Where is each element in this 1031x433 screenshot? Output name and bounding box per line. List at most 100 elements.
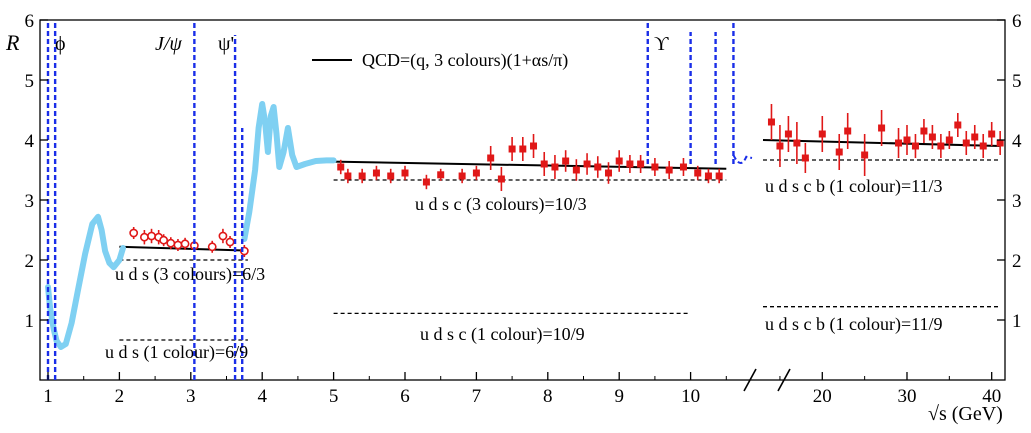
data-point-square: [665, 166, 673, 174]
y-tick-label-right: 5: [1012, 71, 1022, 92]
data-point-square: [572, 166, 580, 174]
data-point-square: [604, 169, 612, 177]
data-point-square: [818, 130, 826, 138]
data-point-circle: [207, 242, 217, 252]
data-point-square: [344, 172, 352, 180]
data-point-square: [508, 145, 516, 153]
x-tick-label: 30: [897, 386, 916, 407]
data-point-square: [844, 127, 852, 135]
data-point-square: [472, 169, 480, 177]
x-tick-label: 4: [257, 386, 267, 407]
data-point-square: [878, 124, 886, 132]
data-point-circle: [147, 231, 156, 241]
y-tick-label-left: 2: [25, 251, 35, 272]
data-point-circle: [180, 239, 190, 249]
x-axis-label: √s (GeV): [928, 403, 1003, 425]
x-tick-label: 6: [400, 386, 410, 407]
data-point-square: [835, 148, 843, 156]
data-point-square: [551, 163, 559, 171]
data-point-square: [928, 133, 936, 141]
data-point-square: [487, 154, 495, 162]
annotation-label: u d s c b (1 colour)=11/9: [765, 314, 942, 335]
data-point-square: [497, 175, 505, 183]
resonance-label: ψ': [218, 33, 234, 55]
y-tick-label-left: 3: [25, 191, 35, 212]
data-point-square: [945, 136, 953, 144]
annotation-label: u d s c (1 colour)=10/9: [420, 324, 585, 345]
data-point-square: [971, 133, 979, 141]
x-tick-label: 40: [982, 386, 1001, 407]
x-tick-label: 8: [543, 386, 553, 407]
data-point-square: [911, 142, 919, 150]
data-point-square: [651, 163, 659, 171]
y-tick-label-right: 3: [1012, 191, 1022, 212]
y-axis-label: R: [5, 30, 20, 55]
data-point-circle: [218, 231, 228, 241]
data-point-square: [615, 157, 623, 165]
data-point-square: [562, 157, 570, 165]
axes: [40, 19, 1005, 392]
x-tick-label: 10: [681, 386, 700, 407]
data-point-square: [679, 163, 687, 171]
low-energy-curve: [45, 213, 126, 350]
data-point-square: [694, 169, 702, 177]
annotation-label: u d s (3 colours)=6/3: [115, 264, 265, 285]
data-point-circle: [173, 240, 183, 250]
annotation-label: u d s (1 colour)=6/9: [105, 342, 248, 363]
data-point-square: [594, 163, 602, 171]
data-point-square: [437, 171, 445, 179]
y-tick-label-right: 4: [1012, 131, 1022, 152]
x-tick-label: 9: [614, 386, 624, 407]
data-point-square: [776, 142, 784, 150]
low-energy-curve: [241, 101, 337, 242]
reference-lines: [119, 159, 1001, 341]
data-point-square: [372, 169, 380, 177]
x-tick-label: 20: [813, 386, 832, 407]
data-point-square: [704, 172, 712, 180]
data-point-square: [519, 145, 527, 153]
resonance-label: ϕ: [55, 33, 66, 55]
data-point-square: [996, 139, 1004, 147]
data-point-square: [387, 172, 395, 180]
resonance-label: J/ψ: [155, 33, 182, 55]
x-tick-label: 3: [186, 386, 196, 407]
y-tick-label-left: 5: [25, 71, 35, 92]
data-point-square: [861, 151, 869, 159]
chart-labels: 1 1 2 2 3 3 4 4 5 5 6 6 1 2 3 4 5 6 7 8 9 10 20 30 40 u d s (3 co…: [25, 11, 1023, 407]
data-point-square: [337, 163, 345, 171]
data-point-square: [583, 160, 591, 168]
data-point-square: [358, 172, 366, 180]
data-point-circle: [225, 237, 235, 247]
x-tick-label: 5: [329, 386, 339, 407]
data-point-square: [962, 139, 970, 147]
data-point-square: [920, 127, 928, 135]
data-point-square: [784, 130, 792, 138]
data-point-circle: [139, 232, 149, 242]
data-point-square: [937, 142, 945, 150]
axis-break-mark: [743, 368, 757, 392]
data-point-circle: [159, 235, 169, 245]
data-point-square: [715, 172, 723, 180]
data-point-square: [458, 172, 466, 180]
data-point-square: [637, 160, 645, 168]
annotation-label: u d s c b (1 colour)=11/3: [765, 176, 942, 197]
data-points: [129, 104, 1004, 257]
y-tick-label-right: 1: [1012, 311, 1022, 332]
data-point-square: [401, 169, 409, 177]
theory-curves: [45, 101, 1001, 350]
data-point-square: [793, 139, 801, 147]
legend-text: QCD=(q, 3 colours)(1+αs/π): [362, 50, 568, 71]
y-tick-label-left: 6: [25, 11, 35, 32]
data-point-square: [422, 178, 430, 186]
resonance-lines: [46, 20, 753, 380]
qcd-line: [333, 160, 727, 170]
upsilon-tail: [732, 154, 753, 164]
axis-break-mark: [777, 368, 791, 392]
data-point-square: [626, 160, 634, 168]
data-point-square: [767, 118, 775, 126]
data-point-square: [540, 160, 548, 168]
y-tick-label-right: 6: [1012, 11, 1022, 32]
y-tick-label-right: 2: [1012, 251, 1022, 272]
